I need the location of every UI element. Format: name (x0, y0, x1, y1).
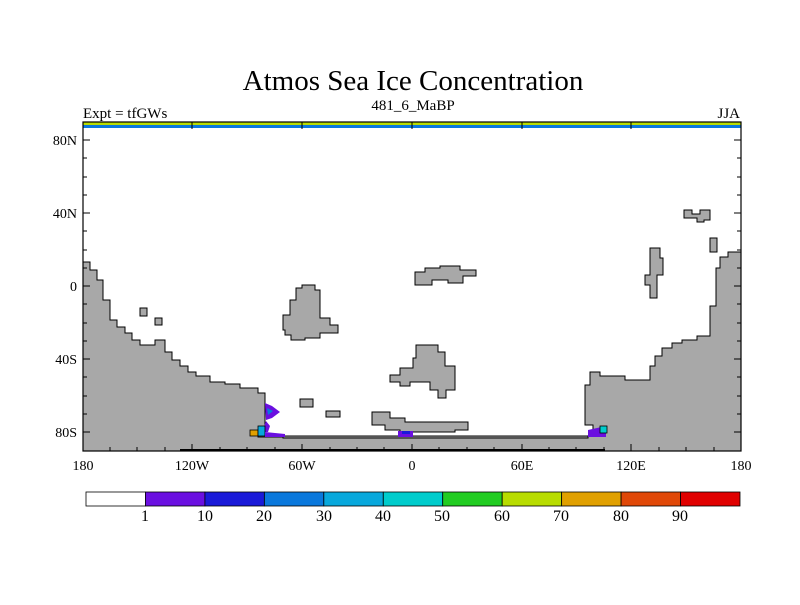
colorbar-label: 80 (613, 508, 629, 525)
lat-label-40s: 40S (55, 353, 77, 368)
colorbar-box (501, 491, 563, 507)
colorbar-label: 30 (316, 508, 332, 525)
land-island-a (139, 307, 148, 317)
lon-label-60e: 60E (511, 459, 534, 474)
lat-label-80n: 80N (53, 134, 77, 149)
colorbar-box (85, 491, 146, 507)
period-label: 481_6_MaBP (371, 98, 454, 114)
land-mask (82, 209, 742, 452)
lat-label-0: 0 (70, 280, 77, 295)
land-west (82, 251, 742, 452)
lon-label-120w: 120W (175, 459, 210, 474)
colorbar-box (680, 491, 741, 507)
land-south-strip (282, 435, 589, 439)
lon-label-120e: 120E (616, 459, 646, 474)
land-island-f (683, 209, 711, 223)
season-label: JJA (717, 106, 740, 122)
colorbar-box (382, 491, 444, 507)
colorbar (85, 491, 741, 507)
colorbar-label: 50 (434, 508, 450, 525)
land-island-b (154, 317, 163, 326)
colorbar-box (145, 491, 206, 507)
lon-label-60w: 60W (288, 459, 316, 474)
colorbar-label: 1 (141, 508, 149, 525)
land-continent-a (282, 284, 339, 341)
colorbar-label: 70 (553, 508, 569, 525)
lat-axis (83, 139, 741, 433)
colorbar-box (620, 491, 681, 507)
land-island-d (325, 410, 341, 418)
lon-label-180e: 180 (731, 459, 752, 474)
experiment-label: Expt = tfGWs (83, 106, 167, 122)
land-continent-b (414, 265, 477, 286)
colorbar-label: 40 (375, 508, 391, 525)
colorbar-label: 90 (672, 508, 688, 525)
colorbar-box (442, 491, 503, 507)
plot-title: Atmos Sea Ice Concentration (243, 65, 584, 97)
colorbar-box (263, 491, 325, 507)
land-island-c (299, 398, 314, 408)
land-continent-c (389, 344, 456, 399)
colorbar-labels: 1 10 20 30 40 50 60 70 80 90 (141, 508, 688, 525)
colorbar-box (323, 491, 384, 507)
colorbar-label: 20 (256, 508, 272, 525)
colorbar-label: 10 (197, 508, 213, 525)
lon-label-180w: 180 (73, 459, 94, 474)
land-island-g (709, 237, 718, 253)
colorbar-box (204, 491, 265, 507)
land-continent-d (371, 411, 469, 433)
land-island-e (644, 247, 664, 299)
lon-label-0: 0 (409, 459, 416, 474)
lon-axis (109, 122, 715, 451)
colorbar-label: 60 (494, 508, 510, 525)
map-panel (82, 121, 742, 452)
colorbar-box (561, 491, 622, 507)
lat-label-80s: 80S (55, 426, 77, 441)
sea-ice-patches (249, 403, 608, 437)
lat-label-40n: 40N (53, 207, 77, 222)
